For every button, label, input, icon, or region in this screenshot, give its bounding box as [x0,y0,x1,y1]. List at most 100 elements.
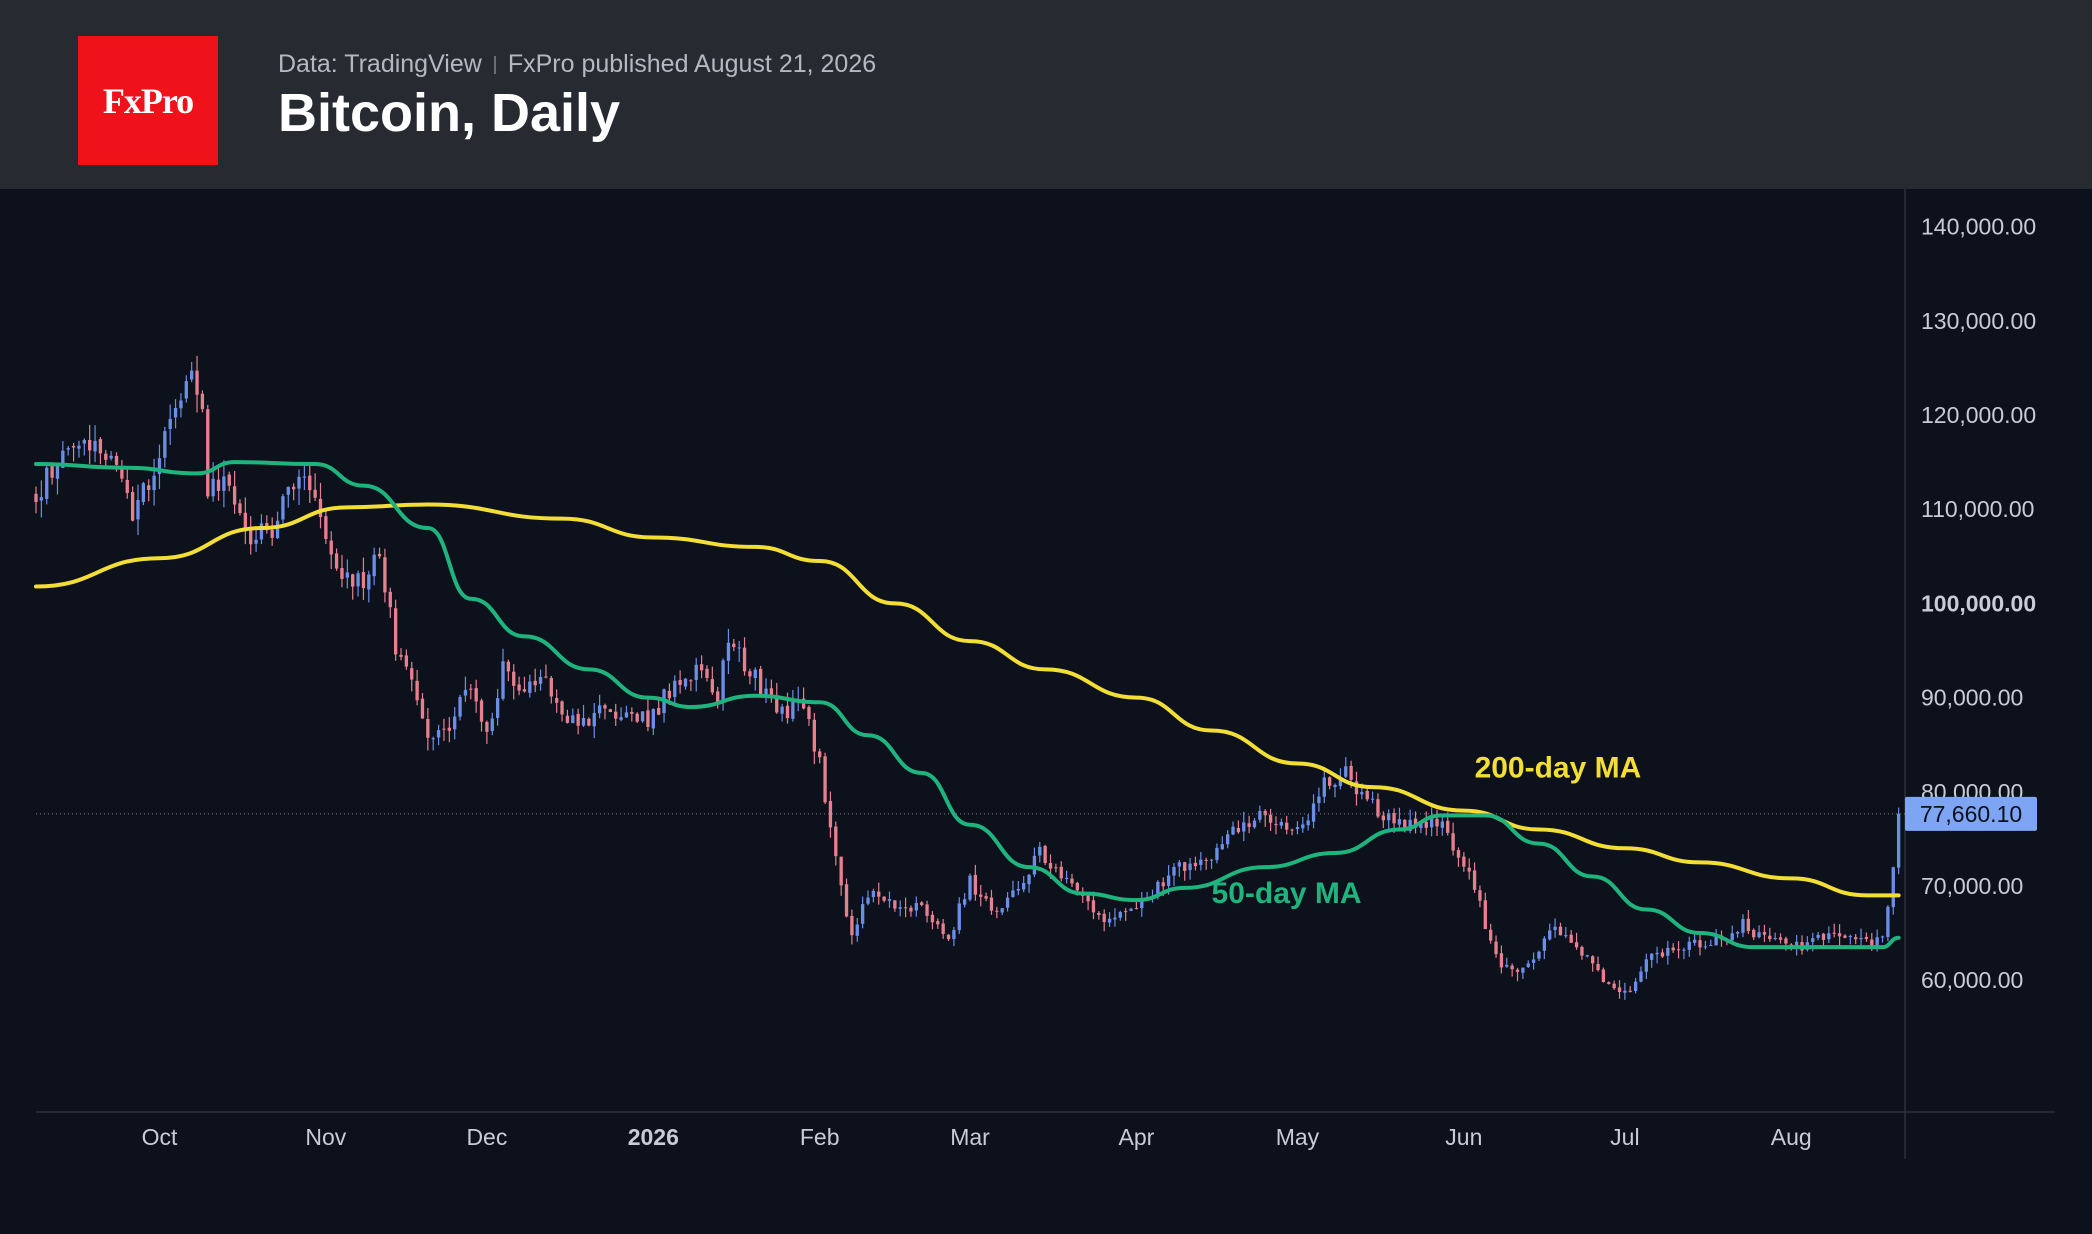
candle [1124,908,1128,921]
candle-body [442,728,446,730]
candle [1005,892,1010,912]
candle [415,669,419,706]
candle-body [619,717,623,720]
candle [136,484,140,536]
candle [678,670,682,694]
candle [1854,934,1858,945]
candle [866,890,870,906]
candle-body [887,899,892,901]
candle-body [1005,897,1010,908]
candle-body [1827,933,1831,940]
candle [479,698,484,732]
candle [147,479,151,502]
x-tick-label: Dec [466,1124,507,1150]
candle [565,709,570,724]
candle-body [1494,941,1498,955]
candle-body [1741,919,1745,933]
candle [1816,931,1820,941]
candle [984,892,988,902]
candle [737,640,741,662]
candle [1617,980,1622,999]
candle-body [1317,796,1321,804]
candle [1290,828,1294,836]
candle-body [34,493,38,503]
candle [1027,873,1031,893]
candle-body [592,712,596,727]
candle-body [726,642,731,661]
candle [1574,932,1579,950]
candle-body [909,907,913,912]
candle-body [249,530,253,545]
candle [442,718,446,741]
candle [163,426,167,468]
candle [474,679,478,713]
candle-body [941,923,945,934]
candle-body [1757,932,1761,938]
candle-body [995,910,999,912]
candle [1628,986,1632,993]
candle [726,628,731,675]
candle-body [925,904,929,916]
candle [1268,808,1273,831]
candle-body [1403,819,1407,830]
candle-body [281,496,285,520]
candle-body [1601,969,1606,982]
candle-body [495,698,500,718]
candle [699,655,704,679]
candle-body [329,540,333,555]
candle-body [66,448,70,450]
candle [930,911,935,930]
candle [179,393,183,418]
candle [1499,945,1504,974]
candle [989,889,994,915]
candle-body [1585,955,1589,957]
candle-body [1896,813,1901,868]
x-tick-label: Oct [142,1124,178,1150]
candle [1489,923,1493,944]
candle [34,486,38,514]
candle [1247,815,1251,834]
candle [447,717,451,743]
candle-body [1526,963,1530,967]
candle-body [571,715,575,724]
candle [1333,783,1337,798]
candle-body [882,896,886,901]
candle [1451,822,1455,856]
candle [1059,861,1063,882]
candle [1022,875,1026,893]
candle-body [98,439,103,454]
candle-body [297,476,301,489]
candle-body [576,713,580,726]
candle [1510,963,1514,977]
candle [1531,952,1536,970]
candle-body [1591,956,1595,964]
candle-body [1022,882,1026,890]
candle-body [705,668,709,679]
candle-body [345,572,349,578]
candle [308,462,312,504]
candle-body [463,689,468,696]
candle [222,460,226,508]
candle [1032,847,1037,878]
candle-body [1628,990,1632,992]
candle [1279,818,1283,829]
candles-layer [34,355,1901,1000]
candle [1113,908,1117,927]
candle-body [630,711,634,714]
candle-body [1714,936,1718,946]
candle-body [984,896,988,899]
candle [1274,816,1278,835]
candle [291,483,296,501]
candle [882,896,886,903]
candle-body [1199,859,1203,865]
candle [404,649,409,670]
candle-body [1113,917,1117,920]
candle-body [1027,874,1031,885]
candle-body [168,418,172,429]
candle-body [1875,937,1879,949]
candle [152,458,156,506]
chart-title: Bitcoin, Daily [278,83,621,143]
candle-body [147,485,151,490]
candle [1773,932,1777,941]
candle-body [1639,971,1643,982]
